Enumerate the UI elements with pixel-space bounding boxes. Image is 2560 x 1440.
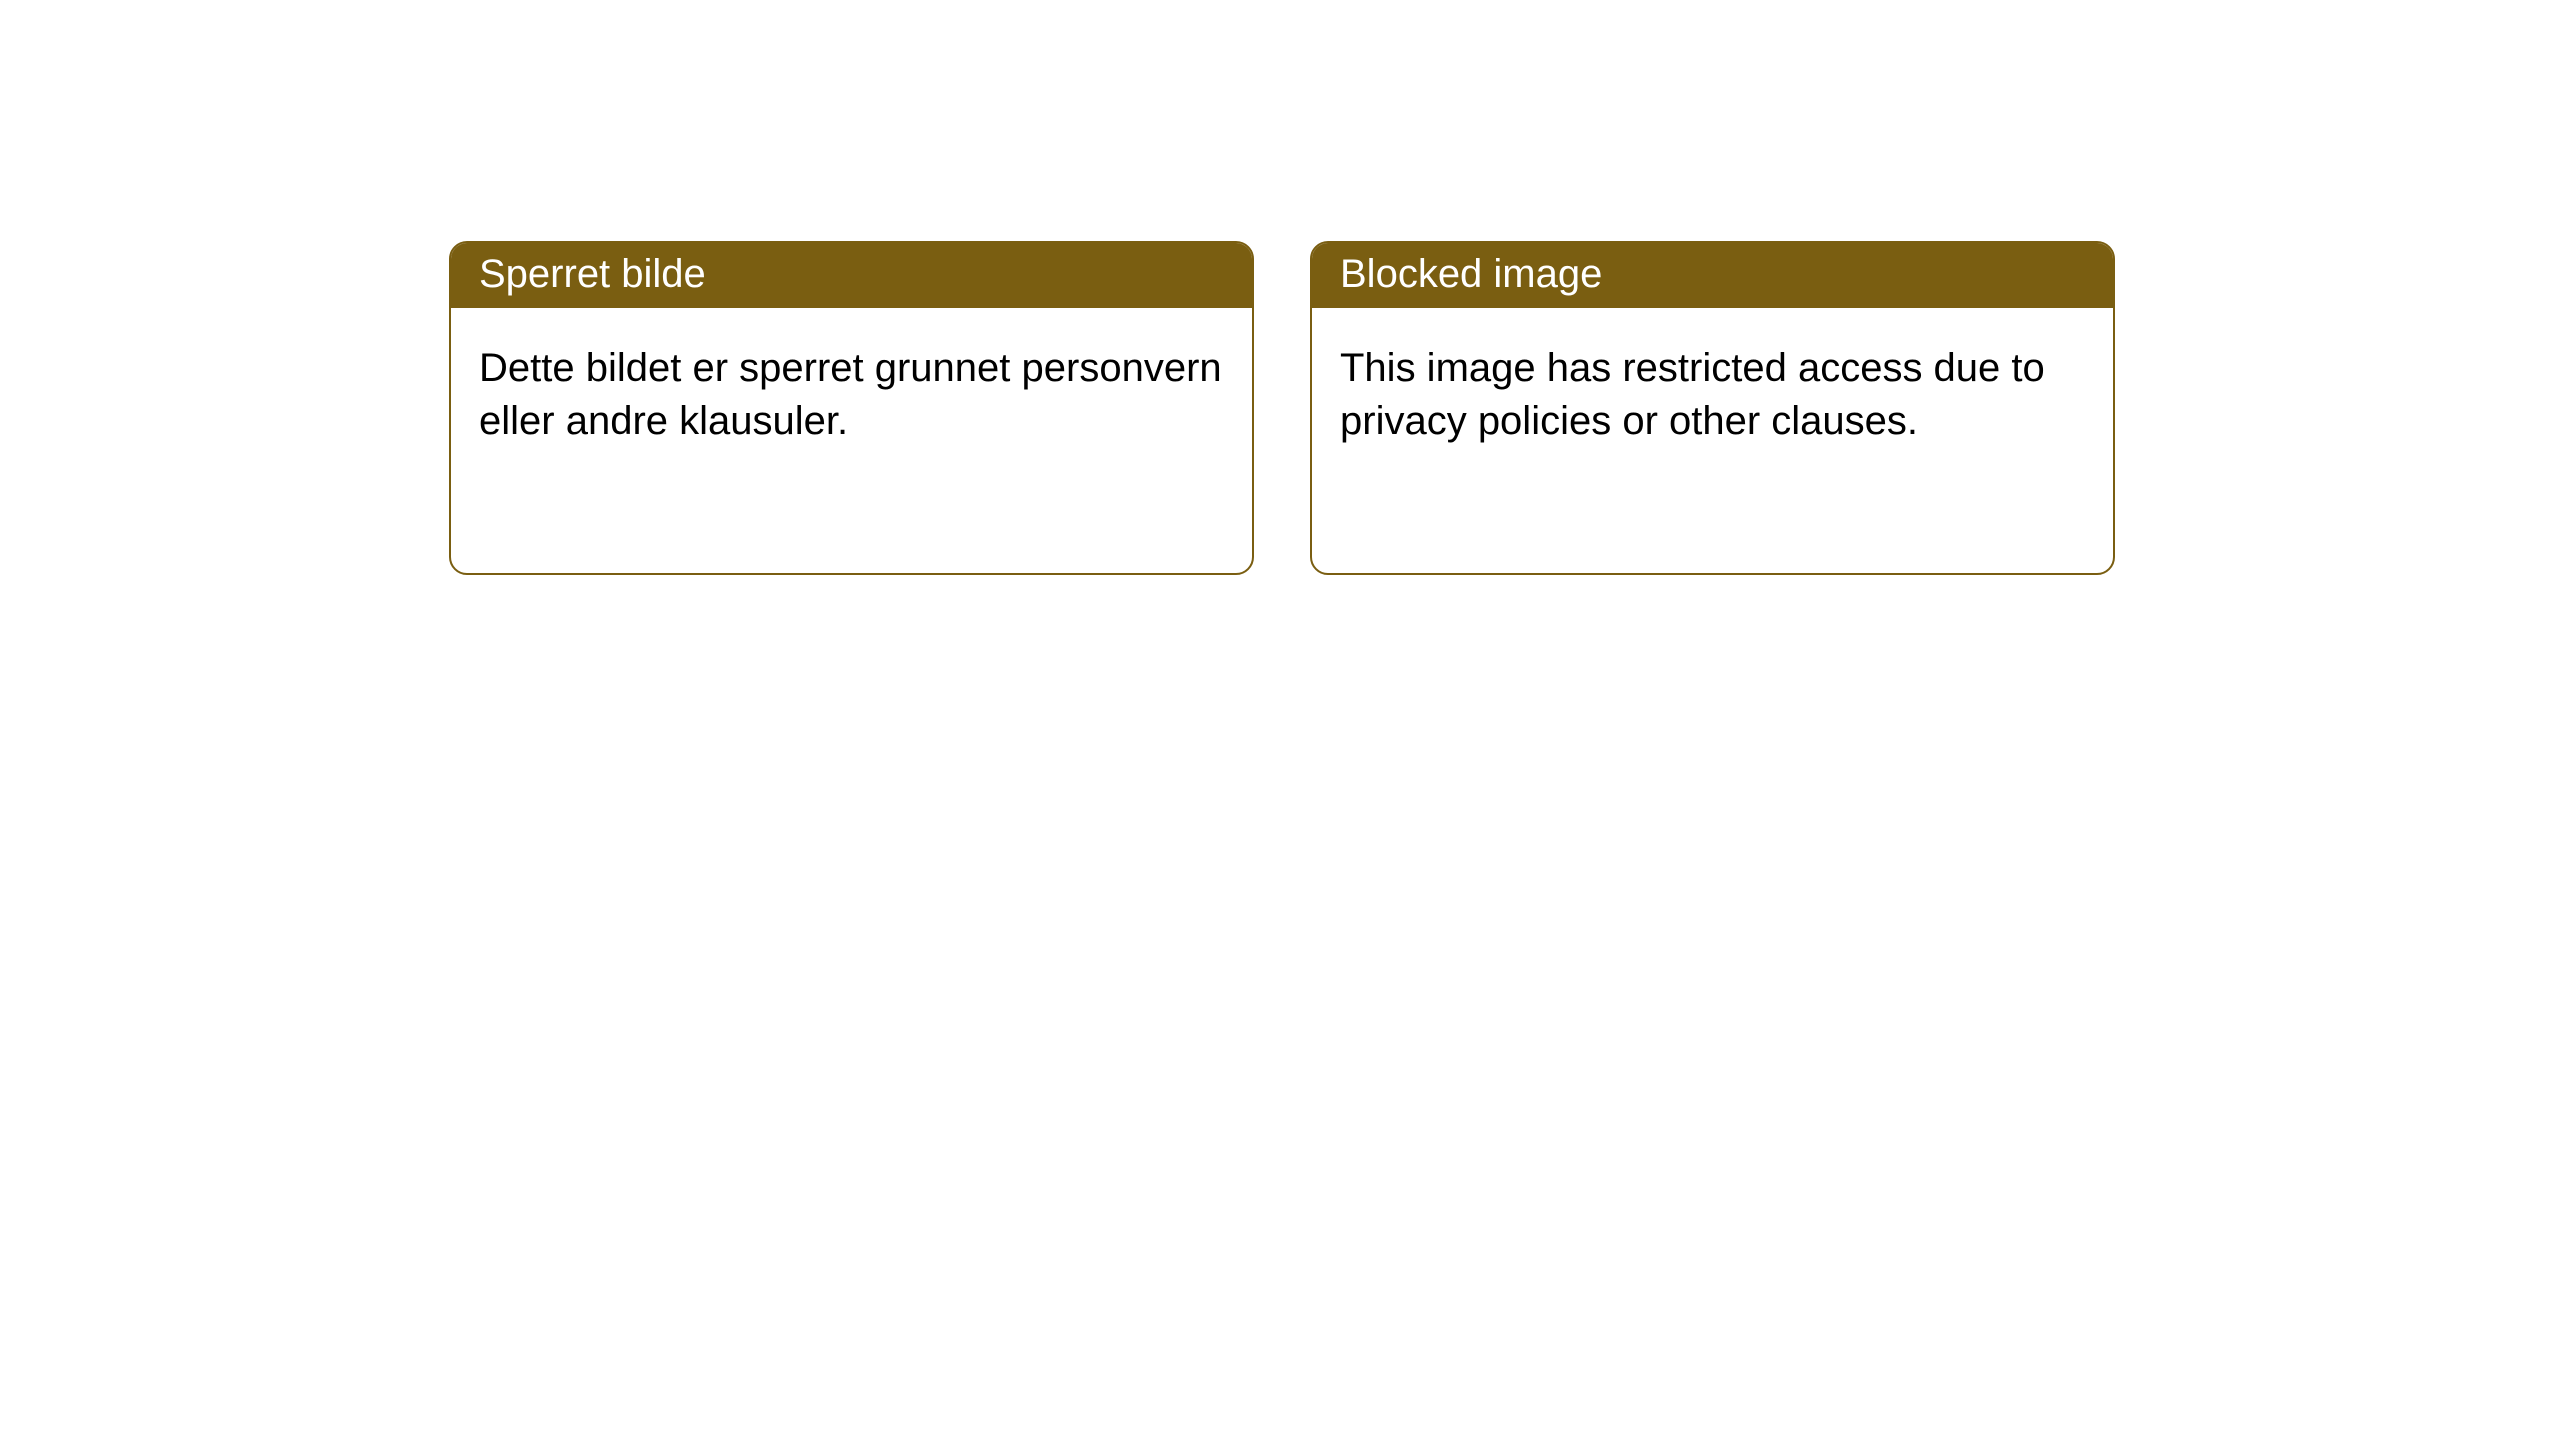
- notice-card-norwegian: Sperret bilde Dette bildet er sperret gr…: [449, 241, 1254, 575]
- notice-card-english: Blocked image This image has restricted …: [1310, 241, 2115, 575]
- notice-header: Blocked image: [1312, 243, 2113, 308]
- notice-container: Sperret bilde Dette bildet er sperret gr…: [449, 241, 2115, 575]
- notice-header: Sperret bilde: [451, 243, 1252, 308]
- notice-body: Dette bildet er sperret grunnet personve…: [451, 308, 1252, 476]
- notice-body: This image has restricted access due to …: [1312, 308, 2113, 476]
